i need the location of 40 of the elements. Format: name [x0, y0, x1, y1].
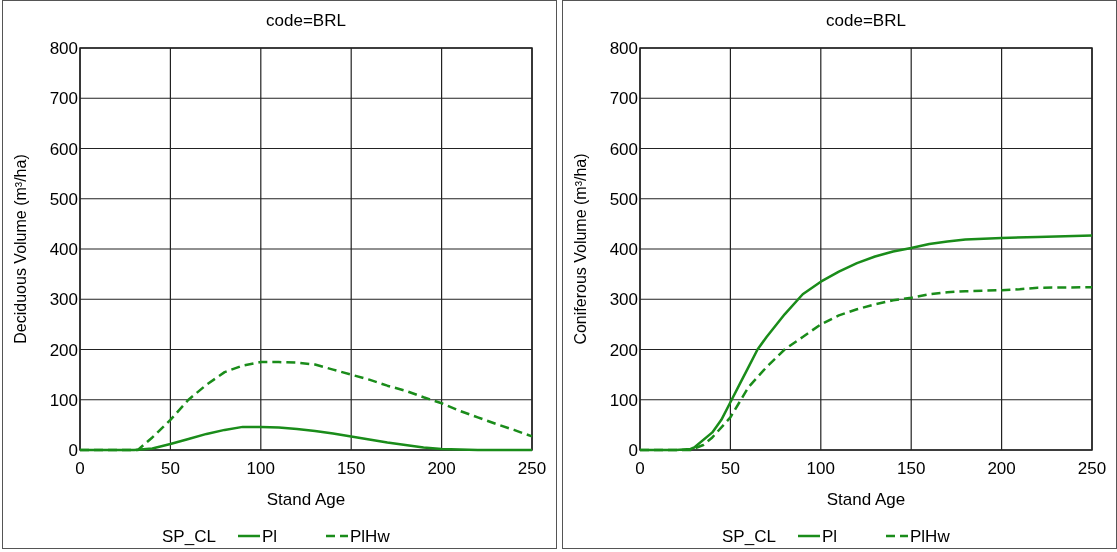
legend-title: SP_CL — [162, 527, 216, 546]
legend-title: SP_CL — [722, 527, 776, 546]
x-tick-label: 100 — [806, 459, 835, 478]
y-tick-label: 100 — [609, 390, 638, 410]
x-axis-title: Stand Age — [826, 490, 906, 509]
chart-title: code=BRL — [266, 11, 346, 30]
y-tick-label: 500 — [609, 189, 638, 209]
y-axis-title: Coniferous Volume (m³/ha) — [572, 153, 589, 345]
y-tick-label: 200 — [609, 340, 638, 360]
x-axis-title: Stand Age — [266, 490, 346, 509]
x-tick-label: 50 — [160, 459, 180, 478]
y-tick-label: 800 — [609, 39, 638, 58]
y-tick-label: 600 — [609, 139, 638, 159]
y-axis-title: Deciduous Volume (m³/ha) — [12, 154, 29, 344]
x-tick-label: 200 — [427, 459, 456, 478]
y-tick-label: 300 — [609, 290, 638, 310]
legend-label: PlHw — [350, 527, 391, 546]
legend-label: Pl — [262, 527, 278, 546]
y-tick-label: 200 — [49, 340, 78, 360]
x-tick-label: 150 — [897, 459, 926, 478]
x-tick-label: 250 — [517, 459, 547, 478]
y-tick-label: 500 — [49, 189, 78, 209]
y-tick-label: 800 — [49, 39, 78, 58]
x-tick-label: 100 — [246, 459, 275, 478]
legend-label: PlHw — [910, 527, 951, 546]
x-tick-label: 200 — [987, 459, 1016, 478]
x-tick-label: 250 — [1077, 459, 1107, 478]
y-tick-label: 100 — [49, 390, 78, 410]
y-tick-label: 700 — [49, 89, 78, 109]
legend-label: Pl — [822, 527, 838, 546]
y-tick-label: 700 — [609, 89, 638, 109]
y-tick-label: 600 — [49, 139, 78, 159]
x-tick-label: 150 — [337, 459, 366, 478]
y-tick-label: 300 — [49, 290, 78, 310]
x-tick-label: 50 — [720, 459, 740, 478]
y-tick-label: 0 — [628, 441, 638, 460]
y-tick-label: 0 — [68, 441, 78, 460]
y-tick-label: 400 — [609, 240, 638, 259]
y-tick-label: 400 — [49, 240, 78, 259]
chart-title: code=BRL — [826, 11, 906, 30]
